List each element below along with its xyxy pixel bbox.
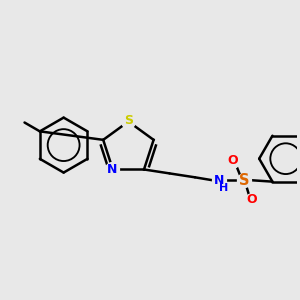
Text: N: N: [213, 174, 224, 187]
Text: H: H: [219, 183, 228, 193]
Text: O: O: [227, 154, 238, 167]
Text: N: N: [107, 163, 117, 176]
Text: S: S: [239, 173, 249, 188]
Text: S: S: [124, 114, 133, 127]
Text: O: O: [247, 194, 257, 206]
